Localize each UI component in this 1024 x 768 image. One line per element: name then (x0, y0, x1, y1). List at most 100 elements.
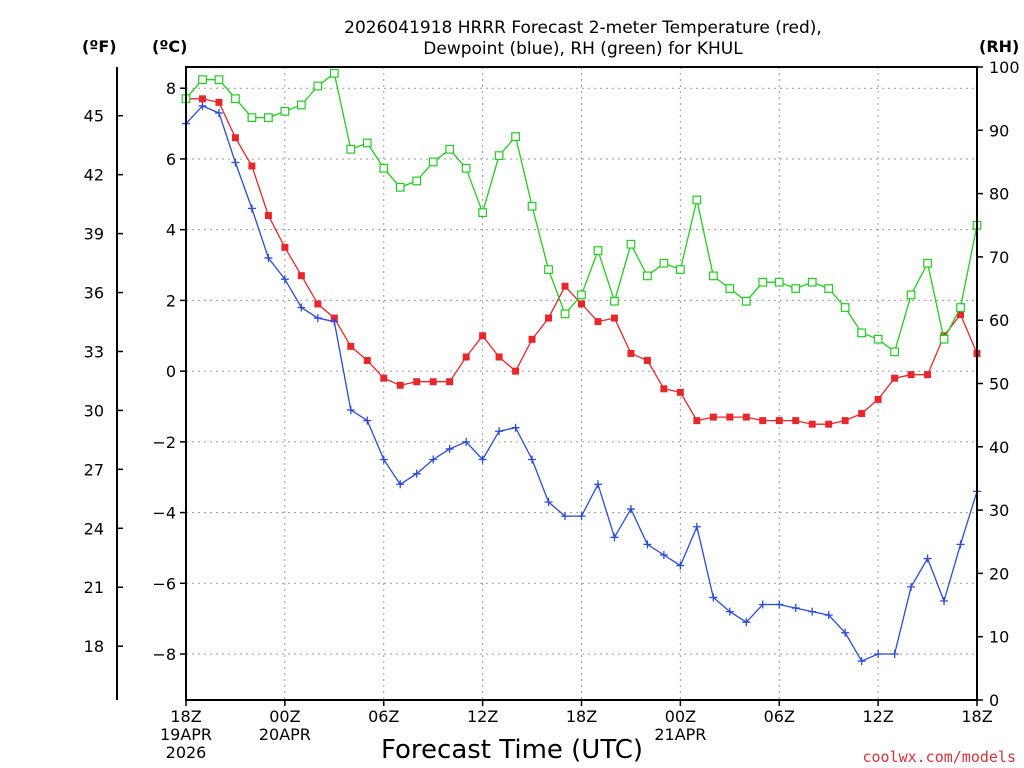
rh-point (774, 277, 784, 287)
temperature-point (594, 318, 602, 326)
x-tick-label: 12Z (862, 707, 893, 726)
rh-point (906, 290, 916, 300)
rh-point (741, 296, 751, 306)
rh-point (412, 176, 422, 186)
temperature-point (380, 374, 388, 382)
rh-tick-label: 0 (989, 691, 999, 710)
rh-point (511, 132, 520, 142)
dewpoint-point (643, 540, 652, 549)
rh-point (445, 144, 455, 154)
rh-point (939, 334, 949, 344)
rh-point (840, 303, 850, 312)
dewpoint-point (593, 480, 602, 489)
fahrenheit-tick-label: 42 (84, 166, 104, 185)
dewpoint-point (561, 512, 570, 521)
temperature-point (314, 300, 322, 308)
dewpoint-point (626, 505, 635, 514)
dewpoint-point (824, 611, 833, 620)
rh-point (395, 182, 405, 192)
fahrenheit-tick-label: 30 (84, 401, 104, 420)
dewpoint-point (808, 607, 817, 616)
rh-point (923, 258, 932, 268)
dewpoint-point (330, 317, 339, 326)
rh-point (494, 151, 504, 161)
temperature-point (528, 335, 536, 343)
fahrenheit-tick-label: 27 (84, 460, 104, 479)
rh-point (214, 75, 224, 85)
x-tick-label: 19APR (160, 725, 212, 744)
credit-text: coolwx.com/models (862, 748, 1016, 766)
dewpoint-point (940, 596, 949, 605)
temperature-point (957, 311, 965, 319)
dewpoint-point (231, 158, 240, 167)
dewpoint-point (363, 416, 372, 425)
x-tick-label: 20APR (259, 725, 311, 744)
temperature-point (495, 353, 503, 361)
dewpoint-point (742, 618, 751, 627)
x-tick-label: 00Z (269, 707, 300, 726)
rh-tick-label: 70 (989, 248, 1009, 267)
temperature-point (429, 378, 437, 386)
celsius-tick-label: −8 (152, 645, 176, 664)
rh-point (873, 334, 883, 344)
rh-tick-label: 10 (989, 628, 1009, 647)
dewpoint-point (775, 600, 784, 609)
dewpoint-point (725, 607, 734, 616)
celsius-unit-label: (ºC) (152, 37, 187, 56)
temperature-point (627, 349, 635, 357)
rh-point (560, 309, 570, 319)
temperature-point (479, 332, 487, 340)
dewpoint-point (478, 455, 487, 464)
temperature-point (891, 374, 899, 382)
rh-point (890, 347, 900, 357)
temperature-point (693, 417, 701, 425)
rh-point (362, 138, 372, 148)
fahrenheit-tick-label: 39 (84, 225, 104, 244)
temperature-point (742, 413, 750, 421)
dewpoint-point (462, 437, 471, 446)
temperature-point (775, 417, 783, 425)
dewpoint-point (890, 650, 899, 659)
rh-point (758, 277, 768, 287)
rh-point (544, 265, 553, 274)
dewpoint-point (198, 101, 207, 110)
rh-point (659, 258, 669, 268)
fahrenheit-tick-label: 33 (84, 342, 104, 361)
x-tick-label: 2026 (166, 743, 207, 762)
fahrenheit-tick-label: 18 (84, 637, 104, 656)
dewpoint-point (511, 423, 520, 432)
dewpoint-point (923, 554, 932, 563)
temperature-point (297, 272, 305, 280)
rh-point (956, 303, 965, 312)
x-tick-label: 18Z (961, 707, 992, 726)
temperature-point (676, 388, 684, 396)
rh-point (313, 81, 323, 91)
celsius-tick-label: 2 (166, 291, 176, 310)
dewpoint-point (692, 522, 701, 531)
temperature-point (215, 98, 223, 106)
temperature-point (610, 314, 618, 322)
rh-point (296, 100, 306, 110)
celsius-tick-label: −2 (152, 433, 176, 452)
rh-point (692, 195, 702, 205)
temperature-point (248, 162, 256, 170)
rh-point (857, 328, 867, 338)
rh-point (791, 284, 801, 293)
x-tick-label: 06Z (368, 707, 399, 726)
dewpoint-point (528, 455, 537, 464)
temperature-point (759, 417, 767, 425)
rh-point (280, 106, 290, 116)
rh-tick-label: 60 (989, 311, 1009, 330)
dewpoint-point (297, 303, 306, 312)
temperature-point (924, 371, 932, 379)
rh-point (807, 277, 817, 287)
celsius-tick-label: 0 (166, 362, 176, 381)
temperature-point (726, 413, 734, 421)
temperature-point (907, 371, 915, 379)
rh-point (610, 296, 619, 306)
x-tick-label: 21APR (654, 725, 706, 744)
rh-point (329, 68, 339, 78)
temperature-point (198, 95, 206, 103)
dewpoint-point (709, 593, 718, 602)
temperature-point (561, 282, 569, 290)
